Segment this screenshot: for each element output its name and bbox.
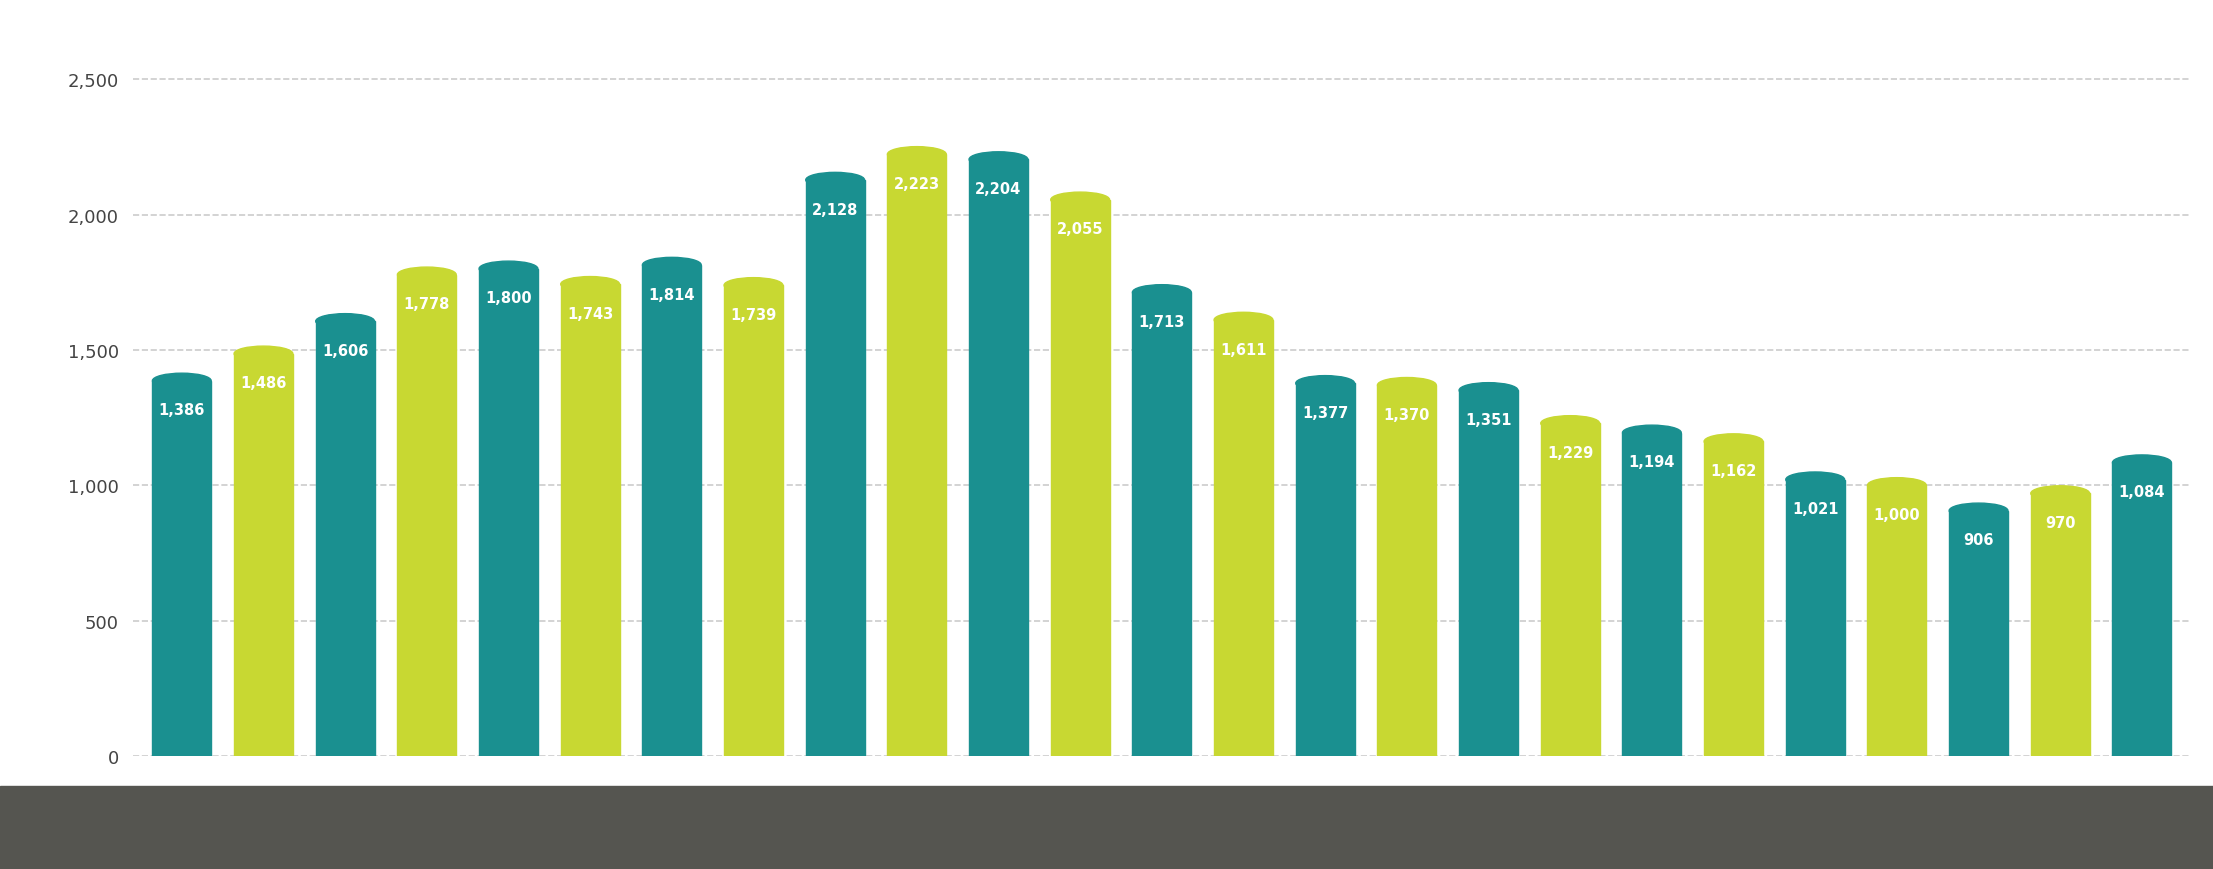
Text: 1,194: 1,194	[1629, 454, 1675, 470]
Bar	[1622, 434, 1682, 756]
Ellipse shape	[1133, 285, 1191, 301]
Text: 906: 906	[1963, 533, 1994, 547]
Ellipse shape	[1868, 478, 1925, 494]
Text: 2,223: 2,223	[894, 176, 941, 192]
Ellipse shape	[316, 315, 374, 329]
Ellipse shape	[1215, 313, 1272, 328]
Ellipse shape	[1950, 503, 2007, 519]
Bar	[642, 266, 702, 756]
Text: 1,743: 1,743	[567, 307, 613, 322]
Bar	[2032, 494, 2089, 756]
Bar	[2113, 463, 2171, 756]
Ellipse shape	[1540, 416, 1600, 431]
Ellipse shape	[806, 173, 865, 189]
Text: 1,486: 1,486	[241, 376, 288, 391]
Ellipse shape	[1704, 434, 1764, 449]
Text: 1,611: 1,611	[1219, 342, 1266, 357]
Text: 1,800: 1,800	[485, 291, 531, 306]
Bar	[316, 322, 374, 756]
Text: 2,055: 2,055	[1058, 222, 1104, 237]
Bar	[1950, 511, 2007, 756]
Ellipse shape	[1458, 383, 1518, 398]
Bar	[806, 181, 865, 756]
Ellipse shape	[2113, 455, 2171, 470]
Bar	[969, 160, 1027, 756]
Bar	[1786, 480, 1846, 756]
Text: 1,351: 1,351	[1465, 413, 1511, 428]
Bar	[398, 275, 456, 756]
Text: 1,713: 1,713	[1140, 315, 1184, 329]
Text: 1,814: 1,814	[648, 288, 695, 302]
Bar	[724, 286, 783, 756]
Ellipse shape	[560, 277, 620, 292]
Bar	[1376, 386, 1436, 756]
Ellipse shape	[1376, 378, 1436, 393]
Text: 2,128: 2,128	[812, 202, 859, 217]
Bar	[1297, 384, 1354, 756]
Ellipse shape	[642, 258, 702, 273]
Bar	[1458, 391, 1518, 756]
Bar	[478, 269, 538, 756]
Ellipse shape	[969, 153, 1027, 168]
Text: 1,370: 1,370	[1383, 408, 1430, 422]
Ellipse shape	[478, 262, 538, 277]
Text: 1,606: 1,606	[321, 343, 367, 358]
Ellipse shape	[398, 268, 456, 283]
Text: 1,386: 1,386	[159, 403, 206, 418]
Text: 1,778: 1,778	[403, 297, 449, 312]
Bar	[153, 381, 210, 756]
Text: 1,000: 1,000	[1874, 507, 1921, 522]
Text: 1,229: 1,229	[1547, 446, 1593, 461]
Ellipse shape	[887, 148, 947, 163]
Text: 970: 970	[2045, 515, 2076, 530]
Bar	[1868, 486, 1925, 756]
Bar	[1051, 201, 1109, 756]
Ellipse shape	[1786, 473, 1846, 488]
Ellipse shape	[2032, 487, 2089, 501]
Text: 1,162: 1,162	[1711, 463, 1757, 479]
Bar	[235, 355, 292, 756]
Bar	[1215, 321, 1272, 756]
Bar	[1540, 424, 1600, 756]
Ellipse shape	[235, 347, 292, 362]
Ellipse shape	[153, 374, 210, 389]
Ellipse shape	[1297, 376, 1354, 391]
Text: 1,739: 1,739	[730, 308, 777, 322]
Ellipse shape	[1622, 426, 1682, 441]
Text: 2,204: 2,204	[976, 182, 1022, 196]
Text: 1,084: 1,084	[2118, 485, 2164, 500]
Ellipse shape	[724, 278, 783, 294]
Text: 1,377: 1,377	[1301, 405, 1348, 421]
Text: 1,021: 1,021	[1793, 501, 1839, 516]
Bar	[887, 155, 947, 756]
Bar	[1704, 441, 1764, 756]
Bar	[560, 285, 620, 756]
Ellipse shape	[1051, 193, 1109, 208]
Bar	[1133, 293, 1191, 756]
